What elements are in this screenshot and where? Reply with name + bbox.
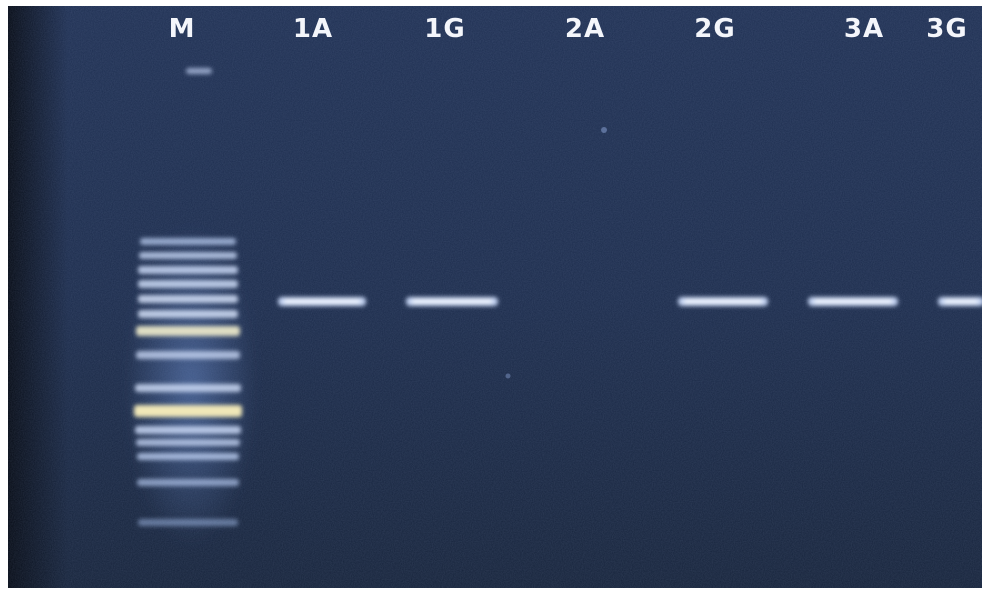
ladder-band [134,405,242,417]
lane-label-2A: 2A [565,14,605,44]
lane-label-M: M [169,14,196,44]
lane-label-3A: 3A [844,14,884,44]
ladder-band [138,280,238,288]
lane-labels: M 1A 1G 2A 2G 3A 3G [169,14,967,44]
lane-label-1G: 1G [424,14,465,44]
ladder-band [137,479,239,486]
band-core-3G [944,299,978,304]
gel-speck [505,373,511,379]
ladder-band [136,351,240,359]
lane-M-marker-ladder [126,68,256,546]
gel-speck [601,127,607,133]
band-core-1A [284,299,360,304]
ladder-band [138,519,238,526]
lane-label-1A: 1A [293,14,333,44]
lane-label-2G: 2G [694,14,735,44]
ladder-band [136,326,240,336]
ladder-band [139,252,237,259]
gel-image: M 1A 1G 2A 2G 3A 3G [8,6,982,588]
ladder-band [140,238,236,245]
band-core-3A [814,299,892,304]
ladder-band [136,439,240,446]
ladder-band [135,426,241,434]
ladder-band [137,453,239,460]
ladder-band [138,266,238,274]
band-core-2G [684,299,762,304]
ladder-band [138,295,238,303]
ladder-band [135,384,241,392]
marker-well [186,68,212,74]
ladder-band [138,310,238,318]
sample-bands [278,297,982,306]
band-core-1G [412,299,492,304]
lane-label-3G: 3G [926,14,967,44]
